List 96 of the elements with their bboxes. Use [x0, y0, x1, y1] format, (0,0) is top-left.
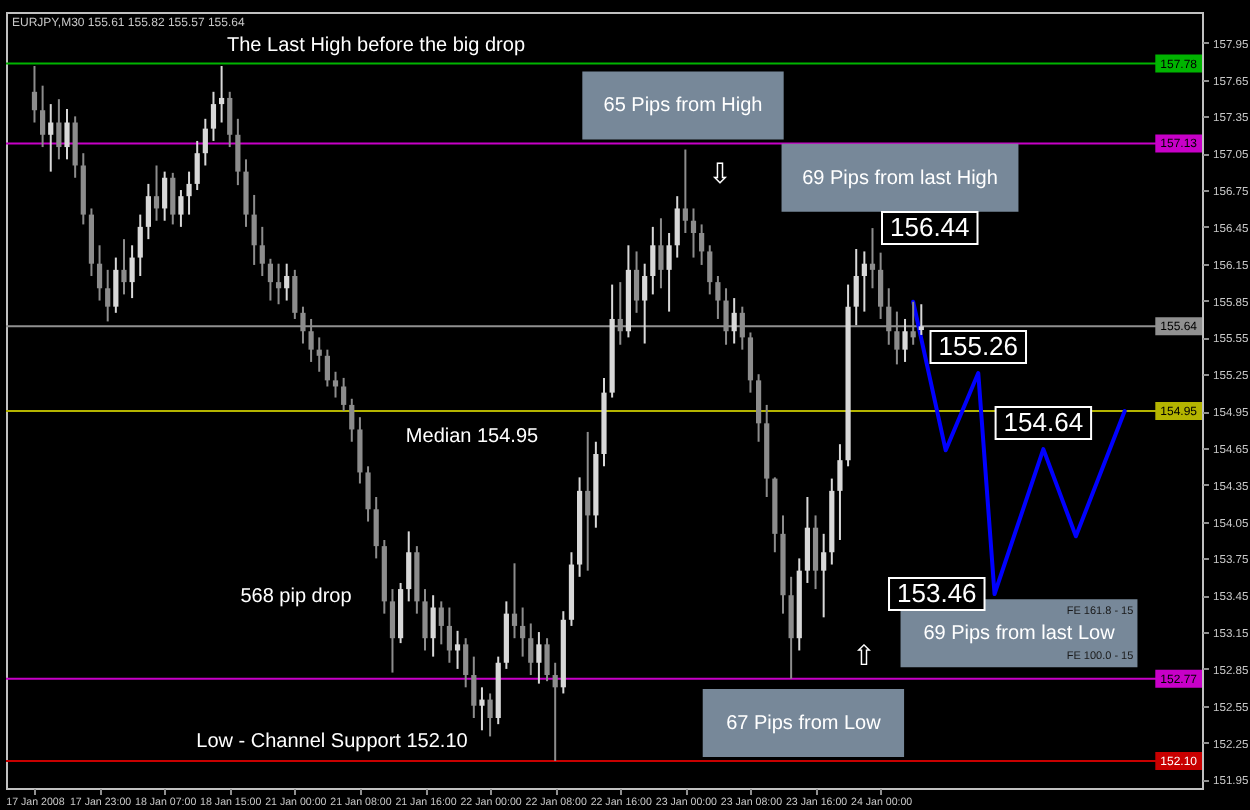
candlestick	[463, 637, 469, 689]
candlestick	[536, 631, 542, 685]
candlestick	[633, 250, 640, 314]
candlestick	[487, 692, 493, 738]
candlestick	[219, 65, 225, 124]
annotation: Low - Channel Support 152.10	[196, 731, 469, 754]
annotation: The Last High before the big drop	[227, 35, 526, 58]
candlestick	[284, 262, 290, 302]
candlestick	[40, 84, 46, 149]
candlestick	[357, 416, 363, 485]
candlestick	[162, 170, 168, 222]
candlestick	[715, 274, 721, 320]
candlestick	[658, 217, 664, 290]
candlestick	[666, 232, 672, 313]
annotation: 156.44	[889, 212, 970, 242]
candlestick	[96, 244, 103, 302]
candlestick	[259, 225, 265, 277]
candlestick	[153, 164, 160, 222]
candlestick	[389, 588, 396, 674]
candlestick	[406, 530, 412, 603]
candlestick	[170, 171, 176, 226]
candlestick	[544, 637, 550, 683]
candlestick	[430, 594, 436, 658]
candlestick	[837, 443, 843, 541]
candlestick	[788, 575, 794, 680]
annotation: 69 Pips from last High	[802, 167, 998, 190]
candlestick	[446, 606, 453, 664]
candlestick	[275, 262, 282, 306]
candlestick	[349, 397, 355, 443]
candlestick	[373, 496, 379, 560]
candlestick	[227, 90, 233, 149]
candlestick	[861, 250, 867, 313]
candlestick	[821, 532, 827, 619]
candlestick	[365, 465, 371, 523]
candlestick	[72, 115, 78, 179]
candlestick	[528, 622, 534, 677]
candlestick	[642, 262, 648, 345]
candlestick	[438, 600, 444, 646]
candlestick	[31, 65, 38, 124]
candlestick	[113, 256, 119, 314]
candlestick	[454, 629, 461, 670]
data-label: 154.64	[1003, 407, 1084, 438]
candlestick	[64, 108, 70, 161]
candlestick	[48, 103, 54, 173]
candlestick	[690, 207, 697, 259]
candlestick	[471, 655, 477, 720]
candlestick	[422, 588, 428, 652]
candlestick	[121, 238, 127, 296]
candlestick	[650, 225, 656, 296]
candlestick	[755, 373, 762, 443]
candlestick	[243, 158, 249, 228]
candlestick	[129, 244, 135, 300]
data-label: 153.46	[897, 578, 977, 608]
candlestick	[520, 606, 526, 658]
candlestick	[105, 268, 111, 323]
candlestick	[56, 98, 62, 161]
candlestick	[731, 297, 737, 345]
candlestick	[145, 182, 151, 241]
candlestick	[194, 139, 200, 192]
candlestick	[251, 193, 257, 266]
candlestick	[918, 303, 924, 336]
candlestick	[235, 117, 241, 187]
candlestick	[316, 336, 322, 373]
annotation: 69 Pips from last Low	[923, 623, 1117, 646]
candlestick	[869, 227, 876, 290]
candlestick	[137, 213, 143, 277]
annotation: Median 154.95	[405, 425, 540, 448]
candlestick	[292, 268, 298, 320]
annotation: 67 Pips from Low	[726, 713, 883, 735]
candlestick	[682, 148, 688, 235]
candlestick	[267, 257, 274, 302]
candlestick	[747, 331, 754, 394]
candlestick	[699, 223, 705, 266]
data-label: 155.26	[938, 330, 1019, 361]
candlestick	[902, 317, 908, 363]
annotation: 65 Pips from High	[603, 95, 763, 118]
annotation: ⇧	[852, 640, 876, 673]
candlestick	[674, 195, 680, 259]
candlestick	[552, 661, 558, 762]
candlestick	[210, 90, 217, 142]
candlestick	[341, 376, 347, 413]
candlestick	[186, 170, 192, 216]
candlestick	[178, 189, 184, 228]
candlestick	[332, 370, 339, 399]
candlestick	[707, 244, 713, 296]
candlestick	[202, 117, 208, 167]
candlestick	[853, 247, 859, 327]
candlestick	[585, 430, 591, 572]
candlestick	[812, 514, 819, 591]
candlestick	[511, 562, 518, 640]
candlestick	[878, 251, 884, 320]
annotation: 568 pip drop	[240, 586, 353, 609]
annotation: ⇩	[708, 159, 732, 192]
candlestick	[479, 686, 485, 732]
candlestick	[324, 348, 330, 388]
candlestick	[804, 496, 810, 584]
